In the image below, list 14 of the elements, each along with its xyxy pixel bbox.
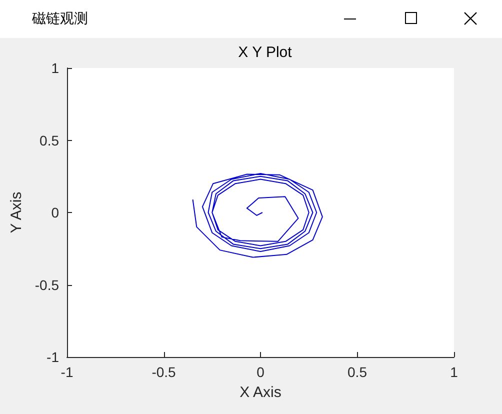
y-tick-label: -0.5 xyxy=(34,276,60,293)
chart-title: X Y Plot xyxy=(238,44,293,61)
y-tick-label: -1 xyxy=(46,349,60,365)
text: 磁链观测 xyxy=(32,10,88,28)
y-tick-label: 0 xyxy=(51,204,60,220)
y-axis-title: Y Axis xyxy=(8,192,25,234)
line-series xyxy=(192,172,323,258)
x-tick-label: 0.5 xyxy=(348,364,368,380)
x-axis-title: X Axis xyxy=(240,384,282,401)
x-tick-label: 0 xyxy=(256,364,265,380)
y-tick-label: 0.5 xyxy=(40,132,60,148)
x-tick-label: 1 xyxy=(450,364,458,380)
y-tick-label: 1 xyxy=(51,60,60,76)
x-tick-label: -0.5 xyxy=(152,364,176,380)
